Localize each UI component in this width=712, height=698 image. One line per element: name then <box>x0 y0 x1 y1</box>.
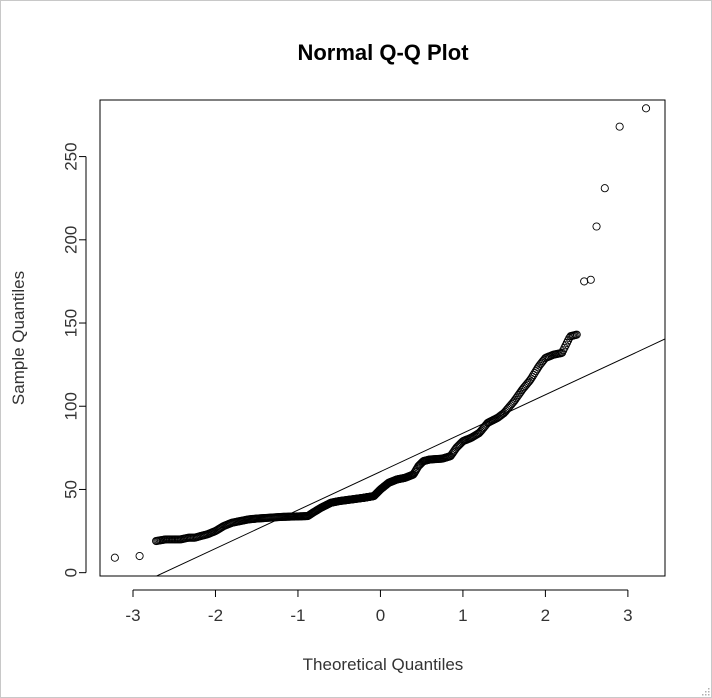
qq-point <box>448 449 457 458</box>
qq-point <box>449 447 458 456</box>
data-points <box>110 104 651 562</box>
x-tick-label: 0 <box>376 606 385 625</box>
y-axis: 0 50 100 150 200 250 <box>61 142 87 577</box>
chart-title: Normal Q-Q Plot <box>297 40 469 65</box>
y-axis-label: Sample Quantiles <box>9 271 28 405</box>
qq-point <box>135 551 144 561</box>
y-tick-label: 0 <box>61 568 80 577</box>
x-tick-label: -1 <box>290 606 305 625</box>
y-tick-label: 50 <box>61 480 80 499</box>
x-axis-label: Theoretical Quantiles <box>303 655 464 674</box>
y-tick-label: 100 <box>61 392 80 420</box>
qq-point <box>600 184 609 193</box>
qq-reference-line <box>155 338 665 576</box>
qq-point <box>446 451 455 461</box>
x-tick-label: -2 <box>208 606 223 625</box>
reference-line-group <box>155 338 665 576</box>
qq-point <box>586 275 595 284</box>
qq-point <box>110 553 119 562</box>
qq-point <box>572 330 581 339</box>
y-tick-label: 250 <box>61 142 80 170</box>
x-tick-label: 3 <box>623 606 632 625</box>
plot-area-box <box>99 99 666 577</box>
resize-grip-icon[interactable] <box>700 686 710 696</box>
x-tick-label: 1 <box>458 606 467 625</box>
y-tick-label: 200 <box>61 226 80 254</box>
y-tick-label: 150 <box>61 309 80 337</box>
x-axis: -3 -2 -1 0 1 2 3 <box>125 589 633 625</box>
qq-point <box>615 122 624 131</box>
qq-point <box>580 277 589 286</box>
qq-point <box>592 222 601 231</box>
x-tick-label: -3 <box>125 606 140 625</box>
qq-point <box>447 450 456 459</box>
qq-point <box>641 104 651 113</box>
x-tick-label: 2 <box>541 606 550 625</box>
